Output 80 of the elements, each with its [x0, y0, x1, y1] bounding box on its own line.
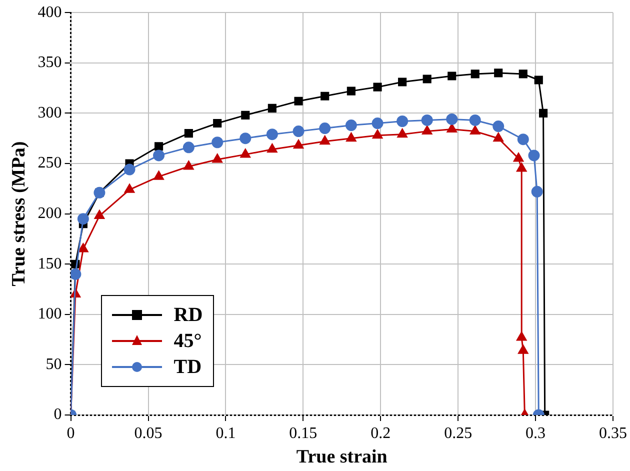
x-axis-title: True strain [296, 446, 388, 468]
point [469, 114, 481, 126]
point [240, 132, 252, 144]
point [268, 104, 276, 112]
x-tick-label: 0 [66, 424, 75, 442]
point [240, 148, 250, 158]
y-tick-label: 200 [38, 205, 62, 222]
point [267, 144, 278, 153]
point [446, 124, 457, 133]
point [398, 78, 407, 86]
legend-label: RD [174, 304, 203, 326]
y-axis-title: True stress (MPa) [8, 141, 30, 286]
point [531, 186, 543, 198]
x-tick-label: 0.15 [289, 424, 318, 442]
legend-label: 45° [174, 330, 202, 352]
point [320, 136, 330, 145]
point [346, 132, 356, 142]
y-tick-label: 100 [38, 306, 62, 323]
point [78, 243, 88, 252]
point [518, 70, 528, 78]
point [528, 150, 540, 162]
point [153, 150, 165, 162]
point [539, 108, 548, 118]
point [241, 110, 250, 120]
point [154, 142, 164, 151]
point [320, 92, 330, 100]
x-tick-label: 0.1 [216, 424, 236, 442]
y-tick-label: 50 [46, 356, 62, 373]
point [94, 210, 105, 220]
point [372, 130, 383, 139]
point [516, 332, 527, 341]
point [292, 126, 304, 138]
point [212, 154, 222, 163]
point [373, 82, 382, 92]
point [396, 116, 408, 127]
point [213, 118, 222, 128]
point [266, 128, 278, 140]
point [77, 213, 89, 225]
point [346, 86, 356, 96]
x-tick-label: 0.3 [526, 424, 546, 442]
point [422, 74, 432, 84]
point [319, 122, 331, 134]
point [372, 118, 384, 130]
x-tick-label: 0.25 [444, 424, 472, 442]
legend-label: TD [174, 356, 202, 378]
point [534, 76, 543, 84]
y-tick-label: 300 [38, 104, 62, 122]
point [70, 268, 82, 280]
point [518, 344, 528, 354]
point [422, 126, 432, 135]
point [293, 140, 304, 149]
point [184, 129, 193, 138]
y-tick-label: 400 [38, 4, 62, 21]
y-tick-label: 250 [38, 154, 62, 172]
point [493, 132, 504, 142]
point [212, 136, 224, 148]
point [470, 70, 480, 78]
x-tick-label: 0.05 [134, 424, 162, 442]
y-tick-label: 150 [38, 255, 62, 272]
point [184, 160, 194, 170]
point [124, 184, 135, 193]
point [492, 120, 504, 132]
point [421, 114, 433, 126]
point [513, 152, 524, 162]
point [124, 164, 136, 176]
point [446, 113, 458, 125]
x-tick-label: 0.35 [599, 424, 627, 442]
point [470, 126, 480, 135]
point [494, 68, 503, 78]
y-tick-label: 350 [38, 54, 62, 72]
x-tick-label: 0.2 [370, 424, 391, 442]
point [345, 120, 357, 132]
point [516, 162, 527, 172]
point [294, 96, 303, 106]
point [154, 170, 164, 180]
point [397, 128, 408, 138]
point [182, 142, 194, 154]
y-tick-label: 0 [54, 406, 62, 424]
point [517, 134, 529, 146]
point [448, 72, 456, 80]
